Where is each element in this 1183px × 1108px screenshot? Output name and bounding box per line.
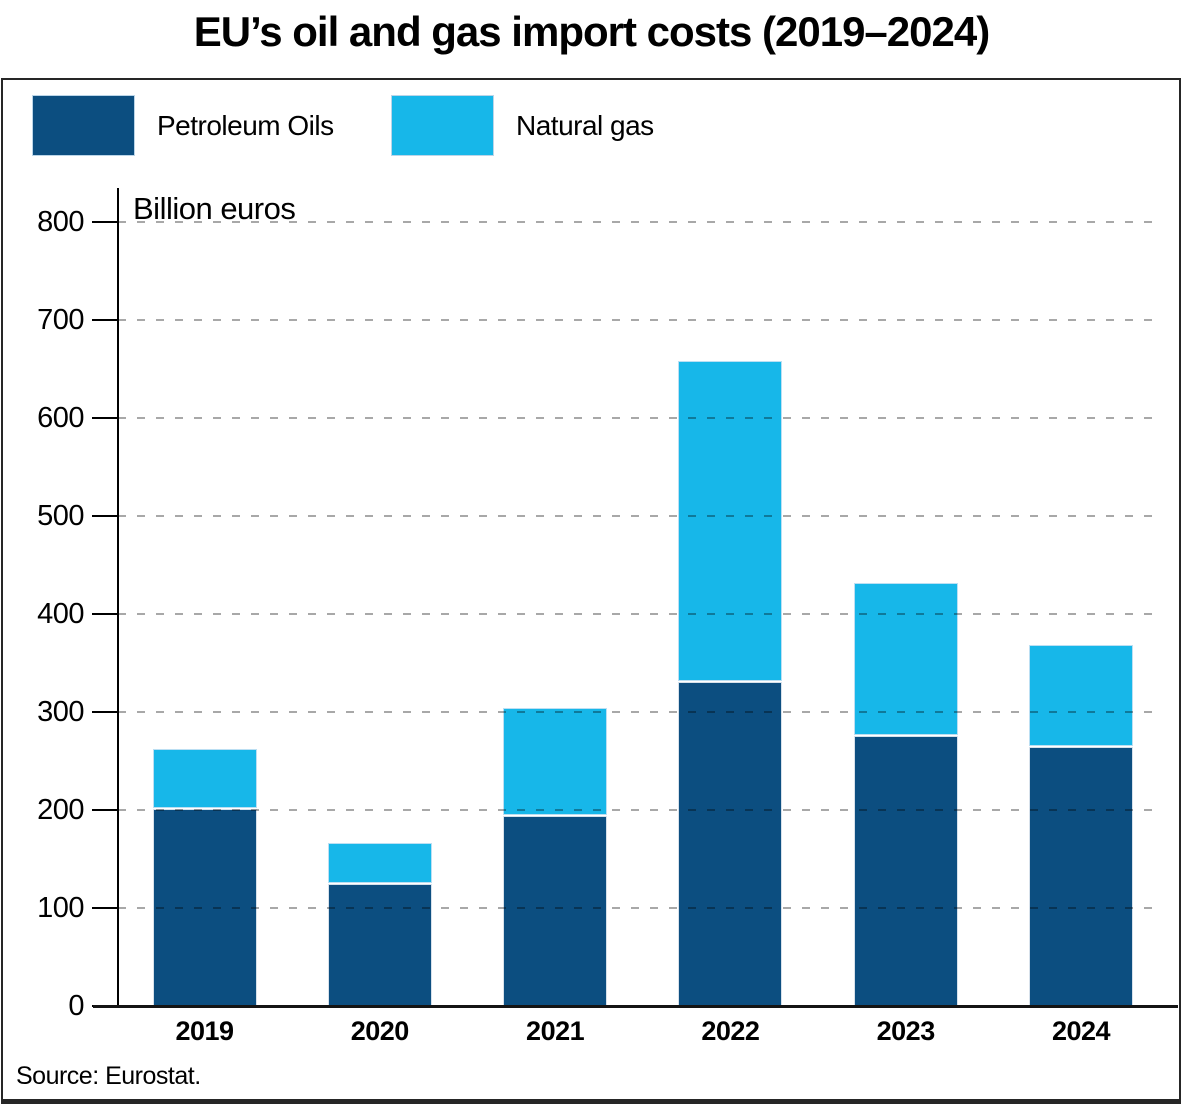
gridline-500 (118, 515, 1158, 517)
bar-petroleum-2021 (504, 816, 607, 1006)
chart-title: EU’s oil and gas import costs (2019–2024… (193, 8, 990, 55)
y-tick-label-800: 800 (37, 206, 84, 238)
bar-petroleum-2019 (153, 810, 256, 1006)
bar-petroleum-2020 (328, 885, 431, 1006)
bar-natural-gas-2022 (679, 362, 782, 680)
gridline-100 (118, 907, 1158, 909)
chart-frame (1, 78, 1181, 1104)
bar-natural-gas-2019 (153, 750, 256, 807)
y-tick-label-700: 700 (37, 304, 84, 336)
y-tick-mark-800 (92, 221, 118, 223)
gridline-600 (118, 417, 1158, 419)
bar-petroleum-2023 (854, 737, 957, 1006)
gridline-700 (118, 319, 1158, 321)
y-tick-label-600: 600 (37, 402, 84, 434)
gridline-200 (118, 809, 1158, 811)
y-tick-label-100: 100 (37, 892, 84, 924)
bar-natural-gas-2020 (328, 844, 431, 883)
gridline-800 (118, 221, 1158, 223)
y-tick-label-500: 500 (37, 500, 84, 532)
y-tick-label-200: 200 (37, 794, 84, 826)
x-tick-label-2019: 2019 (175, 1016, 234, 1046)
legend-swatch-petroleum-oils (33, 96, 134, 155)
bar-natural-gas-2021 (504, 709, 607, 814)
y-axis-line (117, 188, 119, 1006)
x-tick-label-2024: 2024 (1051, 1016, 1111, 1046)
legend-label-natural-gas: Natural gas (516, 109, 654, 141)
bar-petroleum-2024 (1030, 748, 1132, 1006)
x-tick-label-2022: 2022 (701, 1016, 760, 1046)
source-note: Source: Eurostat. (16, 1062, 201, 1090)
bar-petroleum-2022 (679, 682, 782, 1006)
y-tick-label-400: 400 (37, 598, 84, 630)
y-tick-mark-600 (92, 417, 118, 419)
gridline-400 (118, 613, 1158, 615)
y-tick-label-300: 300 (37, 696, 84, 728)
y-tick-mark-200 (92, 809, 118, 811)
gridline-300 (118, 711, 1158, 713)
y-tick-mark-100 (92, 907, 118, 909)
y-tick-label-0: 0 (68, 990, 84, 1022)
legend-label-petroleum-oils: Petroleum Oils (157, 109, 334, 141)
x-tick-label-2023: 2023 (876, 1016, 936, 1046)
y-tick-mark-300 (92, 711, 118, 713)
legend-swatch-natural-gas (392, 96, 493, 155)
y-tick-mark-400 (92, 613, 118, 615)
x-axis-line (93, 1005, 1178, 1008)
y-axis-unit-label: Billion euros (133, 191, 296, 226)
x-tick-label-2020: 2020 (350, 1016, 410, 1046)
y-tick-mark-700 (92, 319, 118, 321)
bar-natural-gas-2023 (854, 583, 957, 735)
bar-natural-gas-2024 (1030, 646, 1132, 746)
x-tick-label-2021: 2021 (526, 1016, 585, 1046)
y-tick-mark-500 (92, 515, 118, 517)
